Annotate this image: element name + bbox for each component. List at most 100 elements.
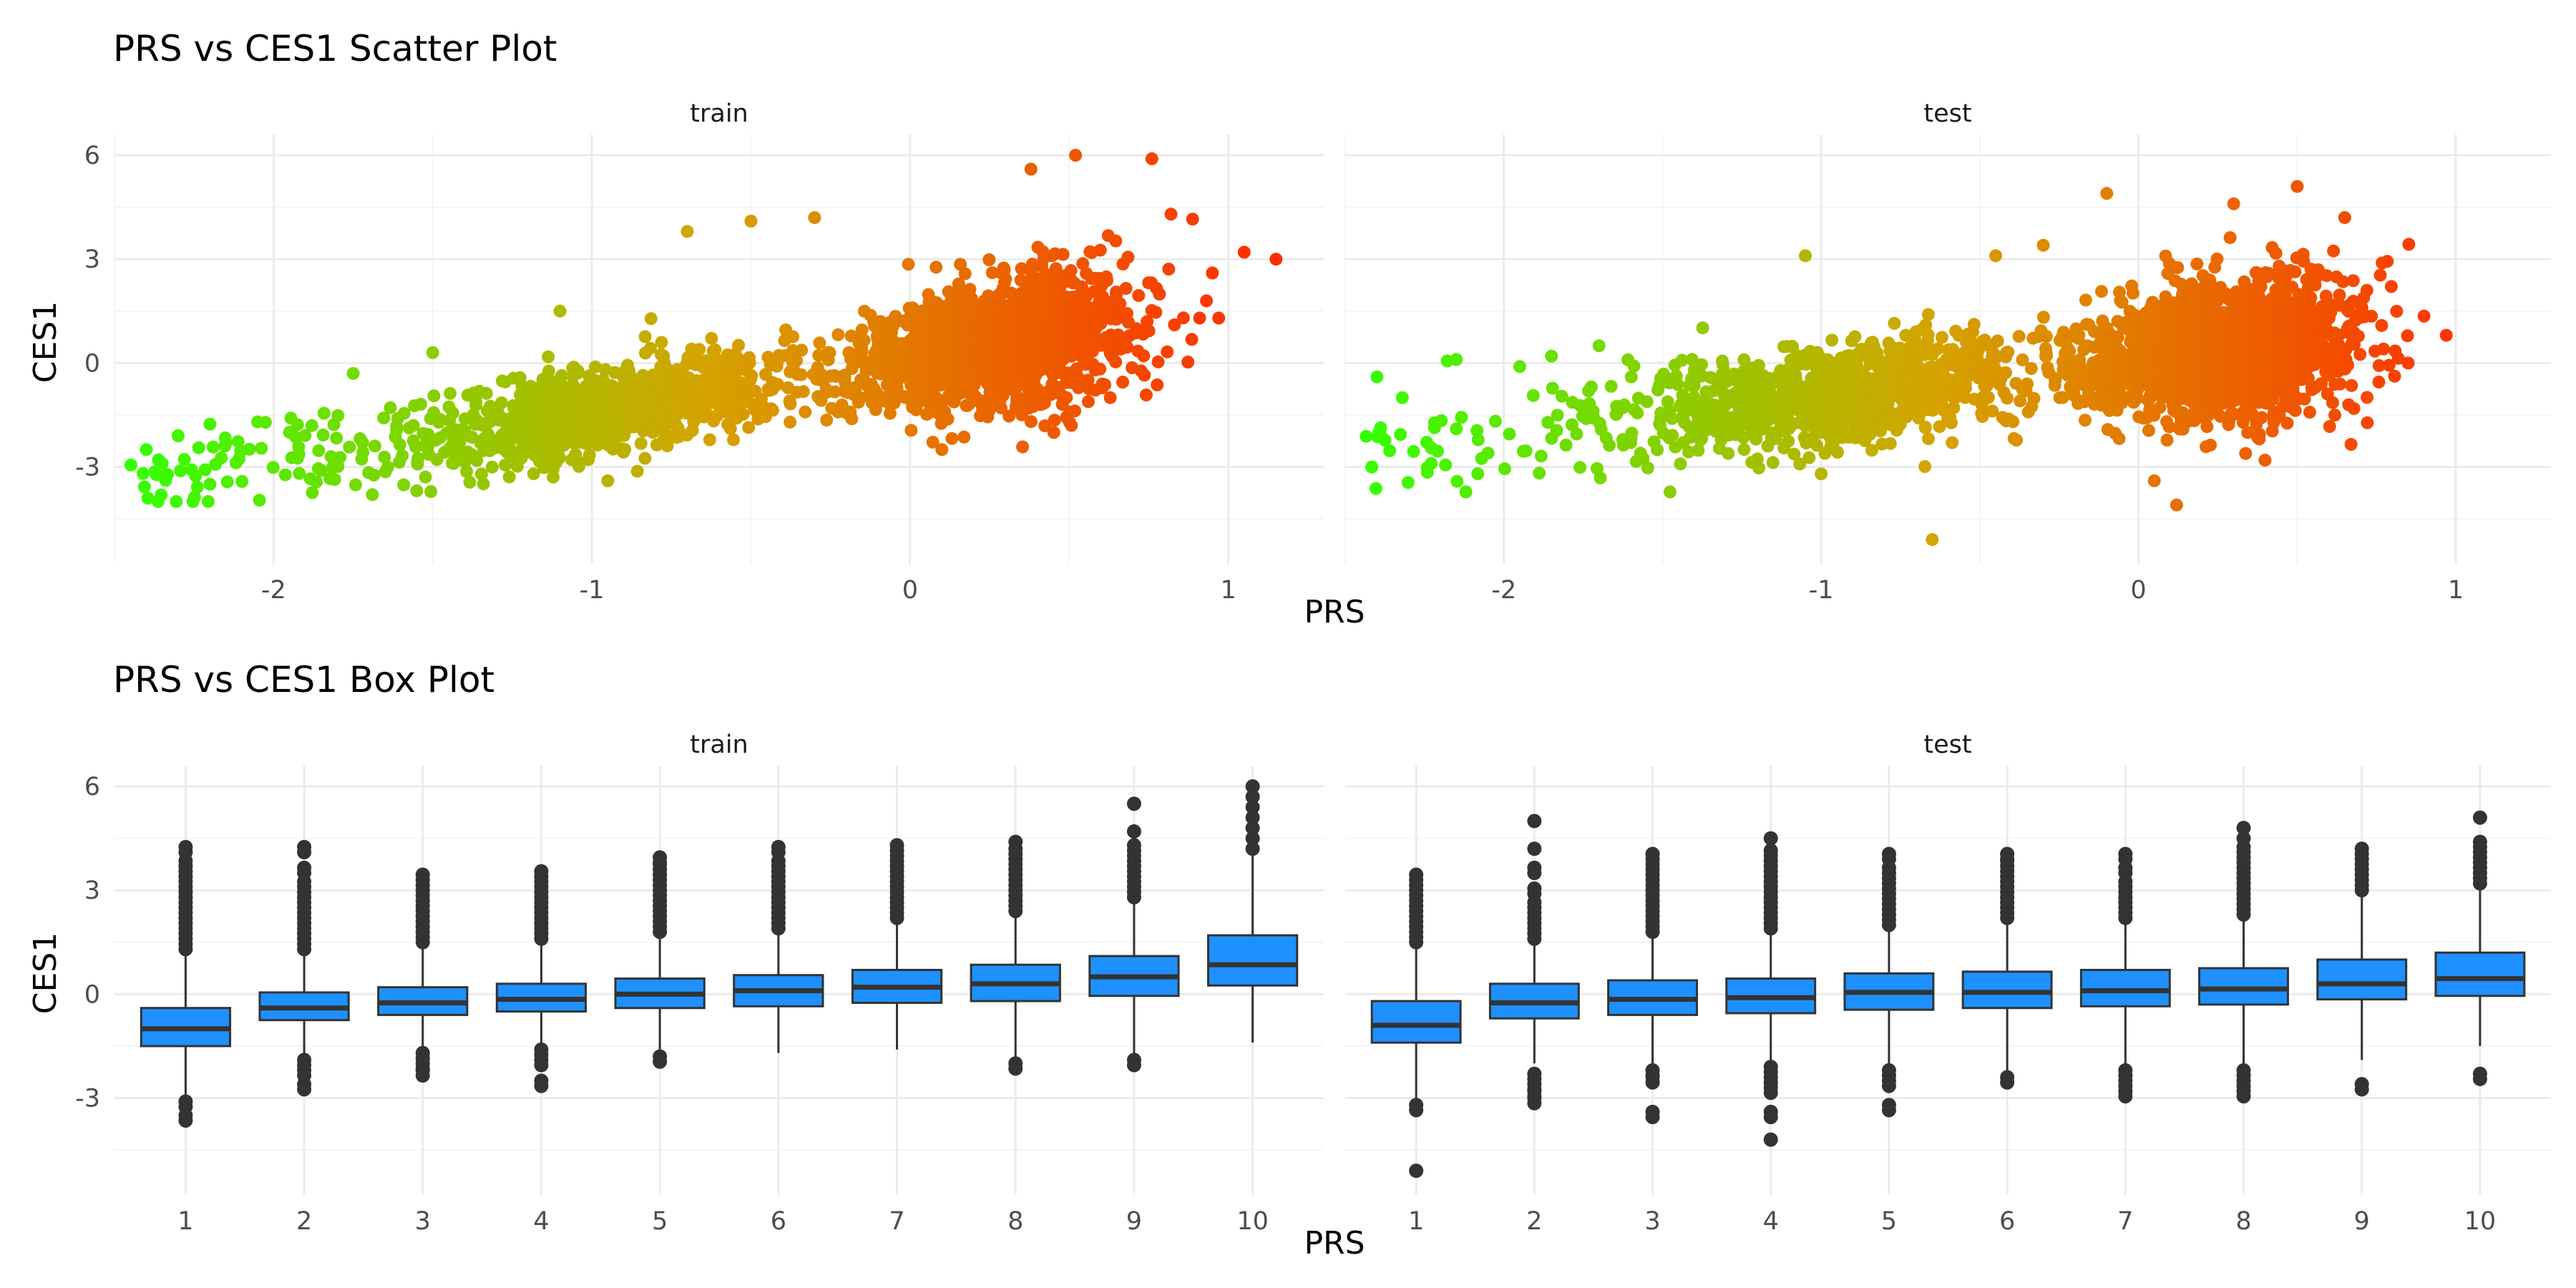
scatter-point [1799, 249, 1812, 263]
scatter-point [356, 436, 369, 449]
scatter-point [1137, 349, 1151, 363]
scatter-point [2036, 238, 2050, 252]
scatter-point [170, 494, 183, 508]
scatter-point [786, 330, 799, 343]
scatter-point [1370, 370, 1384, 384]
scatter-point [1450, 353, 1463, 366]
scatter-point [994, 401, 1008, 414]
scatter-point [856, 345, 869, 358]
scatter-point [381, 460, 394, 474]
scatter-point [1533, 467, 1546, 480]
scatter-point [447, 457, 460, 470]
scatter-point [203, 417, 217, 431]
scatter-point [680, 225, 694, 238]
scatter-point [258, 416, 272, 429]
scatter-point [638, 330, 652, 343]
scatter-point [1431, 444, 1444, 458]
scatter-point [1641, 461, 1654, 474]
scatter-point [1212, 311, 1226, 325]
scatter-point [206, 440, 220, 454]
scatter-point [1625, 426, 1639, 440]
scatter-point [601, 474, 615, 487]
scatter-point [1015, 262, 1028, 275]
scatter-point [1946, 436, 1959, 449]
scatter-point [1883, 436, 1897, 450]
scatter-point [393, 438, 406, 452]
scatter-point [2210, 252, 2224, 265]
scatter-point [1269, 253, 1283, 266]
scatter-point [235, 474, 249, 488]
x-tick-label: 1 [1220, 576, 1236, 605]
scatter-point [555, 369, 568, 382]
x-tick-label: -2 [261, 576, 286, 605]
scatter-point [1991, 334, 2004, 348]
scatter-point [396, 449, 409, 462]
scatter-point [1119, 282, 1133, 296]
scatter-point [1024, 162, 1038, 176]
scatter-point [1921, 328, 1935, 341]
scatter-point [1534, 449, 1548, 463]
scatter-point [743, 356, 756, 369]
scatter-point [1624, 370, 1638, 384]
scatter-point [1471, 467, 1485, 481]
scatter-point [1752, 461, 1765, 474]
scatter-point [634, 436, 648, 450]
scatter-point [1206, 266, 1219, 280]
scatter-point [1024, 415, 1038, 429]
scatter-point [1627, 359, 1641, 373]
scatter-point [582, 448, 596, 462]
scatter-point [155, 488, 168, 502]
scatter-point [444, 386, 457, 400]
scatter-point [736, 407, 750, 421]
scatter-point [1513, 360, 1526, 374]
scatter-point [367, 468, 381, 482]
scatter-point [1365, 460, 1379, 474]
scatter-point [784, 397, 797, 411]
scatter-point [1360, 429, 1373, 443]
scatter-point [390, 423, 404, 436]
scatter-point [705, 331, 718, 345]
scatter-point [820, 414, 834, 427]
scatter-point [137, 467, 150, 480]
scatter-point [1407, 445, 1420, 458]
scatter-point [1526, 389, 1540, 402]
scatter-point [1918, 460, 1932, 473]
scatter-facet-label-test: test [1923, 99, 1971, 128]
scatter-point [2079, 293, 2092, 307]
scatter-point [1945, 416, 1958, 429]
scatter-point [553, 304, 567, 318]
scatter-point [1959, 381, 1972, 395]
scatter-point [1161, 345, 1174, 358]
scatter-point [293, 467, 306, 480]
scatter-point [1651, 443, 1664, 457]
scatter-point [485, 460, 499, 474]
scatter-point [547, 470, 560, 484]
scatter-point [1471, 433, 1485, 447]
scatter-point [808, 211, 821, 225]
scatter-point [2010, 434, 2023, 447]
scatter-point [1631, 406, 1644, 420]
scatter-point [1455, 411, 1468, 424]
scatter-point [1103, 391, 1117, 404]
scatter-point [1848, 330, 1862, 343]
scatter-point [2036, 311, 2050, 324]
scatter-point [985, 266, 999, 280]
scatter-point [203, 477, 217, 491]
scatter-point [411, 452, 425, 465]
scatter-point [1503, 427, 1516, 441]
scatter-point [2100, 187, 2114, 200]
scatter-point [930, 260, 943, 274]
scatter-point [1498, 462, 1511, 476]
scatter-point [2131, 391, 2145, 405]
scatter-point [124, 458, 137, 472]
scatter-point [638, 452, 652, 465]
scatter-point [2126, 286, 2140, 300]
scatter-point [1142, 324, 1156, 338]
scatter-point [328, 473, 341, 486]
scatter-point [655, 336, 668, 349]
scatter-point [190, 480, 204, 494]
scatter-point [1935, 331, 1948, 344]
scatter-point [618, 443, 632, 457]
scatter-point [366, 488, 379, 502]
